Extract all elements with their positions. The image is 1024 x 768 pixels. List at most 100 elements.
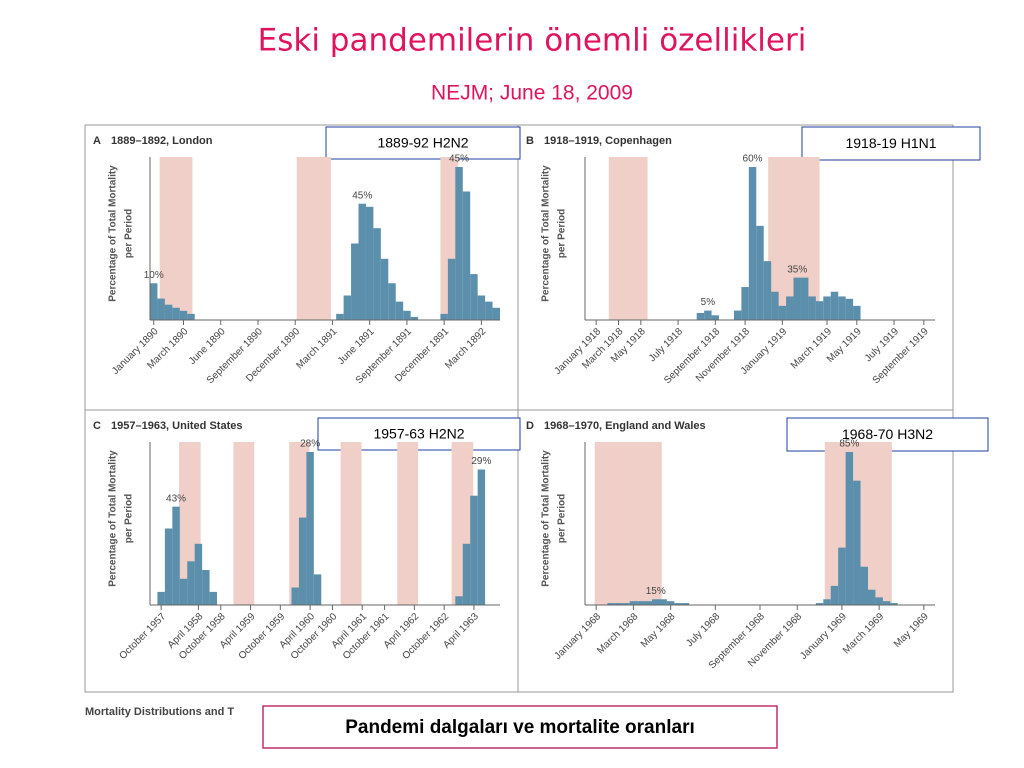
bar [313,574,322,605]
bar [652,599,660,605]
bar [666,601,675,605]
y-axis-label: Percentage of Total Mortality [541,165,552,302]
tag-box [325,126,521,160]
bar [830,291,839,320]
bar [157,591,165,605]
bar [462,191,471,320]
bar [179,578,188,605]
annotation: 15% [646,586,666,597]
bar [681,603,690,605]
bar [786,296,794,320]
bar [194,543,203,605]
bar [306,452,314,605]
figure-frame [84,124,954,693]
bar [845,452,854,605]
panel-title: 1889–1892, London [111,135,213,147]
bar [704,310,712,320]
panel-title: 1918–1919, Copenhagen [544,135,672,147]
bar [778,305,787,320]
bar [358,203,366,320]
y-axis-label: Percentage of Total Mortality [108,165,119,302]
caption: Pandemi dalgaları ve mortalite oranları [345,717,695,738]
bar [179,310,188,320]
bar [763,261,772,320]
annotation: 45% [352,190,372,201]
tag: 1968-70 H3N2 [842,426,933,442]
bar [365,206,374,320]
bar [860,566,868,605]
panel-title: 1957–1963, United States [111,420,242,432]
bar [845,298,854,320]
bar [172,307,180,320]
bar [637,601,645,605]
pandemic-period [608,157,648,320]
bar [470,274,478,320]
figure-caption: Mortality Distributions and T [85,706,234,718]
bar [808,296,816,320]
y-axis-label: per Period [124,209,135,258]
bar [202,570,210,605]
slide-subtitle: NEJM; June 18, 2009 [431,82,633,105]
panel-letter: C [93,420,101,432]
bar [644,601,653,605]
y-axis-label: Percentage of Total Mortality [108,450,119,587]
tag-box [801,126,981,161]
tag: 1889-92 H2N2 [377,135,468,151]
annotation: 35% [787,264,807,275]
bar [455,596,463,605]
bar [733,310,742,320]
annotation: 45% [449,154,469,165]
bar [629,601,638,605]
bar [440,313,448,320]
panel-letter: B [526,135,534,147]
bar [614,603,623,605]
bar [395,301,404,320]
bar [800,277,809,320]
tag: 1957-63 H2N2 [373,426,464,442]
bar [741,287,749,320]
y-axis-label: per Period [124,494,135,543]
bar [187,561,195,605]
bar [823,296,831,320]
bar [815,603,824,605]
annotation: 60% [743,154,763,165]
bar [659,599,667,605]
tag: 1918-19 H1N1 [845,135,936,151]
bar [674,603,682,605]
bar [711,315,720,320]
bar [756,225,764,320]
panel-letter: A [93,135,101,147]
bar [373,228,381,320]
bar [403,310,411,320]
pandemic-period [296,157,331,320]
bar [838,547,846,605]
bar [607,603,615,605]
bar [291,587,299,605]
caption-box [262,705,778,749]
bar [343,295,352,320]
bar [298,517,307,605]
panel-title: 1968–1970, England and Wales [544,420,706,432]
bar [187,313,195,320]
bar [351,243,359,320]
y-axis-label: per Period [557,209,568,258]
bar [410,316,419,320]
bar [455,167,463,320]
bar [477,469,486,605]
pandemic-period [340,442,362,605]
bar [882,601,891,605]
annotation: 29% [471,456,491,467]
bar [462,543,471,605]
bar [793,277,801,320]
slide-title: Eski pandemilerin önemli özellikleri [258,23,807,59]
bar [485,301,493,320]
bar [492,307,500,320]
bar [815,301,824,320]
bar [388,283,396,320]
bar [830,585,839,605]
bar [164,304,173,320]
annotation: 10% [144,270,164,281]
bar [336,313,344,320]
bar [470,495,478,605]
